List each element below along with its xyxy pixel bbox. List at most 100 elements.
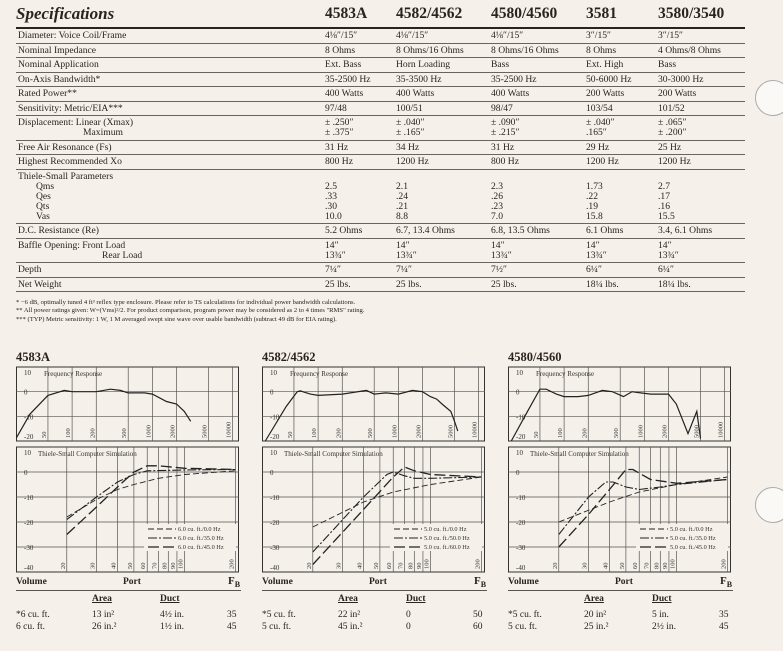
fb-subscript: B [234,580,241,590]
spec-value-line [396,172,408,182]
spec-label-line: Displacement: Linear (Xmax) [18,117,134,128]
legend-label: 6.0 cu. ft./0.0 Hz [178,526,221,533]
spec-value-line: 8 Ohms [325,44,356,56]
volume-value: *5 cu. ft. [262,610,296,620]
spec-value: 14″ 13¾″ [396,240,417,261]
y-tick-label: 0 [24,389,28,397]
spec-label: Nominal Application [16,60,325,70]
legend-bg [636,524,728,533]
y-tick-label: 0 [516,469,520,477]
spec-value: 3.4, 6.1 Ohms [658,226,712,236]
binder-hole [755,80,783,116]
x-tick-label: 40 [111,563,118,570]
spec-value: 35-3500 Hz [396,74,442,85]
spec-row: Depth 7¼″ 7¼″ 7½″ 6¼″ 6¼″ [16,263,745,278]
spec-label-line: Highest Recommended Xo [18,156,122,167]
spec-value: 6.7, 13.4 Ohms [396,226,455,236]
plot-title: Frequency Response [536,370,594,378]
page-title: Specifications [16,4,115,23]
fb-value: 45 [227,622,237,632]
spec-value: 1200 Hz [586,157,619,167]
spec-value: 8 Ohms [586,45,616,56]
specifications-table: Diameter: Voice Coil/Frame 4⅛″/15″ 4⅛″/15″… [16,27,745,292]
volume-value: 6 cu. ft. [16,622,46,632]
x-tick-label: 2000 [416,425,423,438]
model-header: 4580/4560 [491,5,558,22]
spec-value-line: 800 Hz [325,156,353,167]
spec-value-line: 97/48 [325,102,347,114]
spec-value-line: 101/52 [658,102,685,114]
x-tick-label: 30 [89,563,96,570]
volume-value: 5 cu. ft. [508,622,538,632]
footnote: ** All power ratings given: W=(Vms)²/2. … [16,307,365,315]
chart-panel-4580: 4580/4560 10 0 -10 -20 50 100 200 500 1000 2000 500… [508,350,733,580]
fb-label: F [720,575,727,587]
spec-row: Nominal Impedance 8 Ohms 8 Ohms/16 Ohms 8 O… [16,44,745,58]
x-tick-label: 200 [89,428,96,438]
spec-label-line: Sensitivity: Metric/EIA*** [18,102,123,114]
area-header: Area [584,594,604,604]
x-tick-label: 60 [140,563,147,570]
spec-value: 18¼ lbs. [658,279,691,290]
x-tick-label: 20 [306,563,313,570]
spec-value-line: 35-2500 Hz [325,73,371,85]
spec-value: 101/52 [658,102,685,114]
spec-value-line: 2.7 [658,180,670,192]
y-tick-label: -10 [516,494,526,502]
spec-value: 800 Hz [325,157,353,167]
footnote: *** (TYP) Metric sensitivity: 1 W, 1 M a… [16,315,337,323]
spec-value: ± .040″ ± .165″ [396,118,424,138]
fb-value: 45 [719,622,729,632]
y-tick-label: -10 [24,413,34,421]
spec-value-line: 1200 Hz [396,156,429,167]
spec-value-line: ± .065″ [658,117,687,128]
spec-value-line: 14″ [325,239,339,251]
spec-value-line: 8 Ohms/16 Ohms [396,44,464,56]
x-tick-label: 200 [720,559,727,569]
legend-bg [636,533,728,542]
x-tick-label: 100 [311,428,318,438]
x-tick-label: 40 [603,563,610,570]
spec-label-line: Qes [36,190,51,202]
spec-value: Ext. Bass [325,60,361,70]
binder-hole [755,487,783,523]
y-tick-label: 0 [270,389,274,397]
x-tick-label: 5000 [201,425,208,438]
port-header: Port [123,577,141,587]
model-header: 3581 [586,5,617,22]
spec-value-line: 4⅛″/15″ [491,30,524,41]
spec-value-line [658,172,675,182]
spec-value: 25 lbs. [491,279,517,290]
divider [508,590,733,591]
chart-title: 4580/4560 [508,350,562,364]
ts-series-line [312,471,482,553]
x-tick-label: 50 [619,563,626,570]
plot-title: Frequency Response [290,370,348,378]
spec-value-line: 6¼″ [586,264,602,275]
spec-row: Baffle Opening: Front Load Rear Load 14″ 13… [16,239,745,263]
y-tick-label: -20 [24,519,34,527]
spec-label-line: Diameter: Voice Coil/Frame [18,30,127,41]
spec-value-line: ± .215″ [491,127,520,138]
spec-value-line: 103/54 [586,102,613,114]
volume-value: *6 cu. ft. [16,610,50,620]
spec-value-line: 29 Hz [586,141,610,153]
spec-row: Diameter: Voice Coil/Frame 4⅛″/15″ 4⅛″/15″… [16,29,745,44]
area-header: Area [92,594,112,604]
spec-value-line: 35-2500 Hz [491,73,537,85]
ts-series-line [66,465,236,535]
fr-plot: 100-10-20 50 100 200 500 1000 2000 5000 10000Fre… [508,366,731,442]
plot-title: Thiele-Small Computer Simulation [530,450,629,458]
ts-series-line [66,470,236,518]
legend-bg [390,542,482,551]
ts-series-line [558,468,728,548]
spec-value: 7¼″ [325,265,341,275]
spec-label: D.C. Resistance (Re) [16,226,325,236]
y-tick-label: -10 [270,413,280,421]
area-header: Area [338,594,358,604]
spec-value-line: .16 [658,200,670,212]
spec-value: 3″/15″ [586,31,611,41]
legend-label: 5.0 cu. ft./35.0 Hz [670,535,716,542]
spec-value: 25 lbs. [396,279,422,290]
legend-bg [144,542,236,551]
